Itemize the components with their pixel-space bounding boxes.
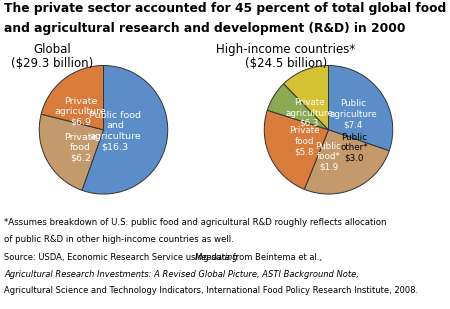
Wedge shape: [82, 66, 168, 194]
Text: Private
agriculture
$6.3: Private agriculture $6.3: [285, 98, 333, 128]
Wedge shape: [267, 84, 328, 130]
Text: and agricultural research and development (R&D) in 2000: and agricultural research and developmen…: [4, 22, 406, 35]
Text: Private
food
$6.2: Private food $6.2: [63, 133, 97, 163]
Wedge shape: [39, 114, 104, 190]
Text: Private
food
$5.8: Private food $5.8: [289, 126, 320, 156]
Text: Public
other*
$3.0: Public other* $3.0: [340, 133, 368, 163]
Wedge shape: [264, 110, 328, 189]
Text: ($24.5 billion): ($24.5 billion): [245, 57, 327, 70]
Wedge shape: [284, 66, 328, 130]
Text: Agricultural Science and Technology Indicators, International Food Policy Resear: Agricultural Science and Technology Indi…: [4, 286, 418, 295]
Text: The private sector accounted for 45 percent of total global food: The private sector accounted for 45 perc…: [4, 2, 447, 15]
Text: Measuring: Measuring: [195, 253, 238, 262]
Text: *Assumes breakdown of U.S. public food and agricultural R&D roughly reflects all: *Assumes breakdown of U.S. public food a…: [4, 218, 387, 227]
Text: High-income countries*: High-income countries*: [216, 43, 356, 56]
Text: of public R&D in other high-income countries as well.: of public R&D in other high-income count…: [4, 235, 234, 244]
Text: ($29.3 billion): ($29.3 billion): [11, 57, 93, 70]
Text: Source: USDA, Economic Research Service using data from Beintema et al.,: Source: USDA, Economic Research Service …: [4, 253, 325, 262]
Text: Public
food*
$1.9: Public food* $1.9: [315, 142, 342, 172]
Wedge shape: [41, 66, 104, 130]
Text: Global: Global: [33, 43, 71, 56]
Text: Public
agriculture
$7.4: Public agriculture $7.4: [329, 99, 377, 129]
Wedge shape: [328, 66, 393, 151]
Wedge shape: [304, 130, 389, 194]
Text: Public food
and
agriculture
$16.3: Public food and agriculture $16.3: [89, 111, 141, 151]
Text: Agricultural Research Investments: A Revised Global Picture, ASTI Background Not: Agricultural Research Investments: A Rev…: [4, 270, 360, 279]
Text: Private
agriculture
$6.9: Private agriculture $6.9: [54, 97, 106, 127]
